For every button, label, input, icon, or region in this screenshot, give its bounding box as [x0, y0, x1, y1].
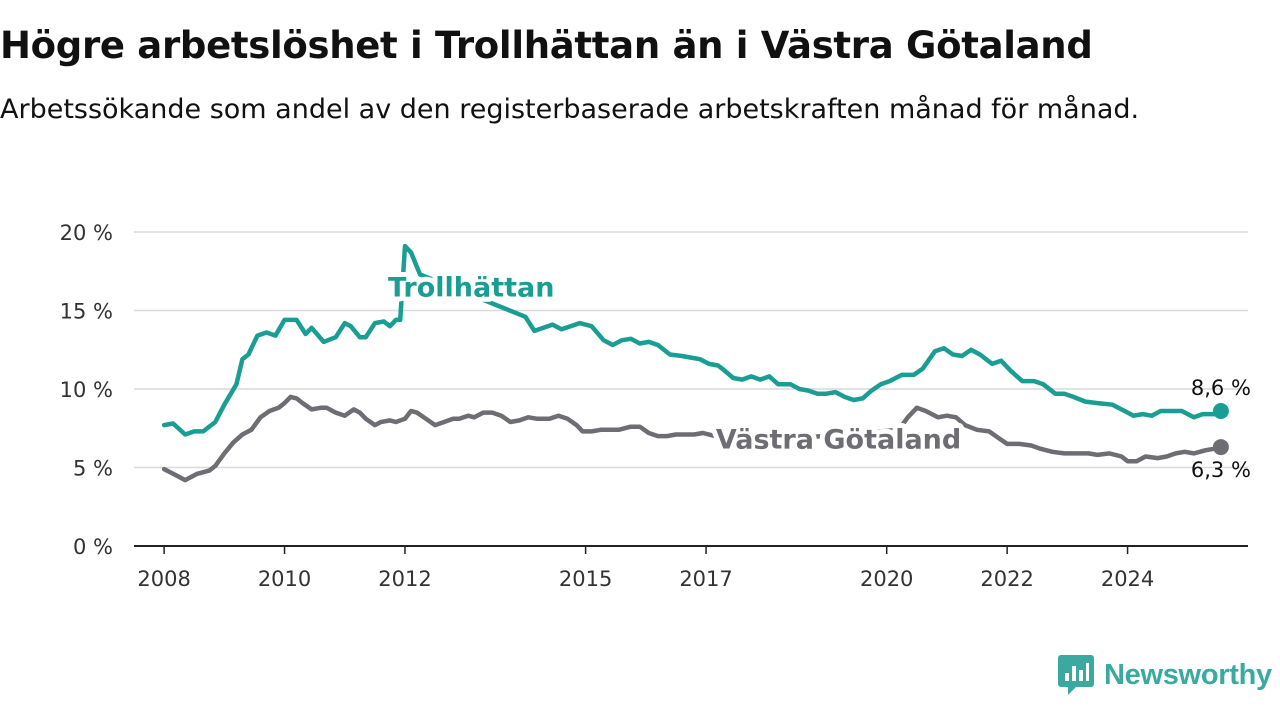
- x-tick-label: 2024: [1101, 567, 1154, 591]
- y-tick-label: 10 %: [60, 378, 113, 402]
- y-tick-label: 20 %: [60, 221, 113, 245]
- newsworthy-logo-icon: [1058, 655, 1094, 695]
- y-tick-label: 15 %: [60, 300, 113, 324]
- chart-subtitle: Arbetssökande som andel av den registerb…: [0, 94, 1140, 125]
- end-marker-v-stra-g-taland: [1212, 439, 1229, 456]
- x-tick-label: 2015: [559, 567, 612, 591]
- series-lines: [161, 243, 1224, 483]
- end-value-label-v-stra-g-taland: 6,3 %: [1191, 458, 1251, 482]
- y-axis-tick-labels: 0 % 5 % 10 % 15 % 20 %: [60, 221, 113, 559]
- series-label-v-stra-g-taland: Västra Götaland: [716, 425, 961, 456]
- x-tick-label: 2020: [860, 567, 913, 591]
- end-value-label-trollh-ttan: 8,6 %: [1191, 376, 1251, 400]
- gridlines: [134, 231, 1248, 469]
- y-tick-label: 5 %: [73, 457, 113, 481]
- series-line-trollh-ttan: [161, 243, 1224, 437]
- y-tick-label: 0 %: [73, 535, 113, 559]
- x-tick-label: 2012: [378, 567, 431, 591]
- brand-name: Newsworthy: [1104, 658, 1272, 691]
- chart-title: Högre arbetslöshet i Trollhättan än i Vä…: [0, 24, 1093, 67]
- end-markers: 8,6 % 6,3 %: [1191, 376, 1251, 482]
- x-tick-label: 2017: [679, 567, 732, 591]
- end-marker-trollh-ttan: [1212, 402, 1229, 419]
- brand-logo: Newsworthy: [1058, 652, 1272, 698]
- x-axis: 2008 2010 2012 2015 2017 2020 2022 2024: [134, 545, 1248, 591]
- series-line-v-stra-g-taland: [161, 394, 1224, 483]
- x-tick-label: 2010: [258, 567, 311, 591]
- x-tick-label: 2022: [980, 567, 1033, 591]
- series-labels: Trollhättan Västra Götaland: [383, 267, 966, 460]
- series-label-trollh-ttan: Trollhättan: [388, 272, 555, 303]
- x-tick-label: 2008: [137, 567, 190, 591]
